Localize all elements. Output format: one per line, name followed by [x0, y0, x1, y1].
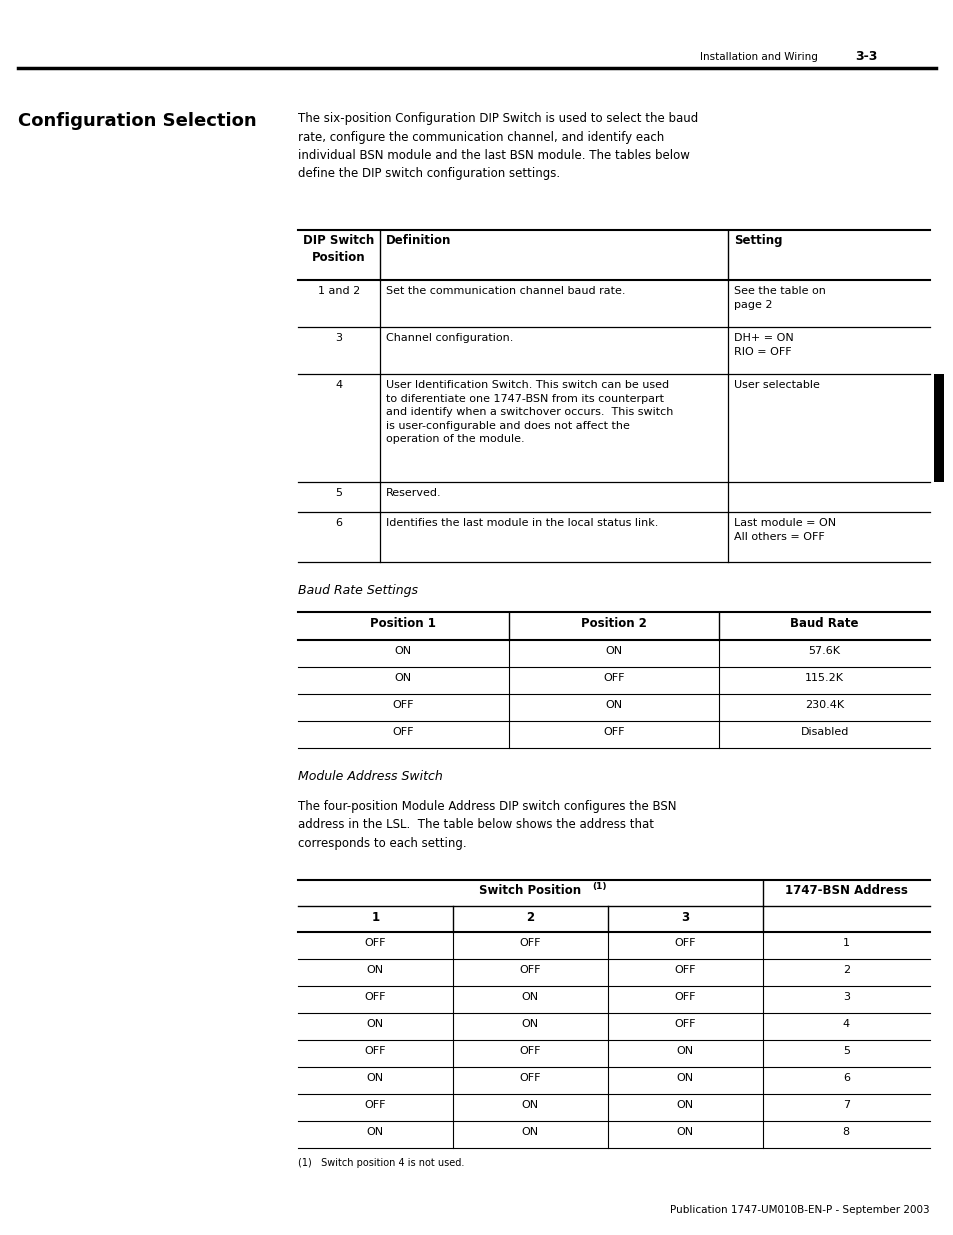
- Text: ON: ON: [367, 1073, 383, 1083]
- Text: OFF: OFF: [674, 939, 695, 948]
- Text: 3: 3: [680, 911, 688, 924]
- Text: 1: 1: [841, 939, 849, 948]
- Text: Channel configuration.: Channel configuration.: [386, 333, 513, 343]
- Text: ON: ON: [521, 992, 538, 1002]
- Text: 4: 4: [841, 1019, 849, 1029]
- Text: ON: ON: [521, 1128, 538, 1137]
- Text: ON: ON: [676, 1073, 693, 1083]
- Text: OFF: OFF: [519, 939, 540, 948]
- Text: 57.6K: 57.6K: [808, 646, 840, 656]
- Text: ON: ON: [605, 646, 622, 656]
- Text: Last module = ON
All others = OFF: Last module = ON All others = OFF: [733, 517, 835, 542]
- Text: OFF: OFF: [393, 700, 414, 710]
- Text: Reserved.: Reserved.: [386, 488, 441, 498]
- Text: 1: 1: [371, 911, 379, 924]
- Text: Switch Position: Switch Position: [478, 884, 580, 897]
- Text: User selectable: User selectable: [733, 380, 819, 390]
- Text: OFF: OFF: [393, 727, 414, 737]
- Text: (1)   Switch position 4 is not used.: (1) Switch position 4 is not used.: [297, 1158, 464, 1168]
- Text: User Identification Switch. This switch can be used
to diferentiate one 1747-BSN: User Identification Switch. This switch …: [386, 380, 673, 445]
- Text: Publication 1747-UM010B-EN-P - September 2003: Publication 1747-UM010B-EN-P - September…: [670, 1205, 929, 1215]
- Text: 3: 3: [841, 992, 849, 1002]
- Text: 115.2K: 115.2K: [804, 673, 843, 683]
- Text: 5: 5: [841, 1046, 849, 1056]
- Text: 6: 6: [335, 517, 342, 529]
- Text: OFF: OFF: [364, 1046, 386, 1056]
- Text: Configuration Selection: Configuration Selection: [18, 112, 256, 130]
- Text: OFF: OFF: [602, 673, 624, 683]
- Text: 3-3: 3-3: [854, 49, 877, 63]
- Text: OFF: OFF: [519, 1073, 540, 1083]
- Text: OFF: OFF: [602, 727, 624, 737]
- Text: DH+ = ON
RIO = OFF: DH+ = ON RIO = OFF: [733, 333, 793, 357]
- Text: OFF: OFF: [364, 939, 386, 948]
- Text: 4: 4: [335, 380, 342, 390]
- Text: 7: 7: [841, 1100, 849, 1110]
- Text: ON: ON: [521, 1100, 538, 1110]
- Text: The four-position Module Address DIP switch configures the BSN
address in the LS: The four-position Module Address DIP swi…: [297, 800, 676, 850]
- Text: ON: ON: [676, 1128, 693, 1137]
- Text: 230.4K: 230.4K: [804, 700, 843, 710]
- Text: Baud Rate Settings: Baud Rate Settings: [297, 584, 417, 597]
- Text: OFF: OFF: [674, 965, 695, 974]
- Text: OFF: OFF: [364, 992, 386, 1002]
- Text: OFF: OFF: [519, 965, 540, 974]
- Text: OFF: OFF: [674, 992, 695, 1002]
- Text: Disabled: Disabled: [800, 727, 848, 737]
- Text: 5: 5: [335, 488, 342, 498]
- Text: ON: ON: [395, 646, 412, 656]
- Text: Baud Rate: Baud Rate: [790, 618, 858, 630]
- Text: 8: 8: [841, 1128, 849, 1137]
- Text: See the table on
page 2: See the table on page 2: [733, 287, 825, 310]
- Text: Setting: Setting: [733, 233, 781, 247]
- Bar: [933, 374, 943, 482]
- Text: ON: ON: [367, 965, 383, 974]
- Text: Identifies the last module in the local status link.: Identifies the last module in the local …: [386, 517, 658, 529]
- Text: 6: 6: [841, 1073, 849, 1083]
- Text: ON: ON: [367, 1019, 383, 1029]
- Text: OFF: OFF: [674, 1019, 695, 1029]
- Text: 2: 2: [841, 965, 849, 974]
- Text: 3: 3: [335, 333, 342, 343]
- Text: Module Address Switch: Module Address Switch: [297, 769, 442, 783]
- Text: OFF: OFF: [364, 1100, 386, 1110]
- Text: Position 1: Position 1: [370, 618, 436, 630]
- Text: (1): (1): [592, 882, 606, 890]
- Text: ON: ON: [676, 1046, 693, 1056]
- Text: 1747-BSN Address: 1747-BSN Address: [784, 884, 906, 897]
- Text: Definition: Definition: [386, 233, 451, 247]
- Text: DIP Switch
Position: DIP Switch Position: [303, 233, 375, 264]
- Text: Installation and Wiring: Installation and Wiring: [700, 52, 817, 62]
- Text: ON: ON: [605, 700, 622, 710]
- Text: 2: 2: [526, 911, 534, 924]
- Text: Position 2: Position 2: [580, 618, 646, 630]
- Text: Set the communication channel baud rate.: Set the communication channel baud rate.: [386, 287, 625, 296]
- Text: ON: ON: [367, 1128, 383, 1137]
- Text: ON: ON: [521, 1019, 538, 1029]
- Text: 1 and 2: 1 and 2: [317, 287, 359, 296]
- Text: OFF: OFF: [519, 1046, 540, 1056]
- Text: The six-position Configuration DIP Switch is used to select the baud
rate, confi: The six-position Configuration DIP Switc…: [297, 112, 698, 180]
- Text: ON: ON: [395, 673, 412, 683]
- Text: ON: ON: [676, 1100, 693, 1110]
